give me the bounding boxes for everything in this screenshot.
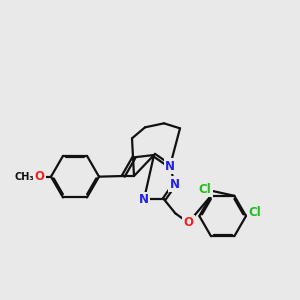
Text: N: N bbox=[170, 178, 180, 190]
Text: N: N bbox=[139, 193, 149, 206]
Text: O: O bbox=[183, 216, 193, 229]
Text: Cl: Cl bbox=[199, 183, 212, 196]
Text: CH₃: CH₃ bbox=[14, 172, 34, 182]
Text: Cl: Cl bbox=[249, 206, 261, 219]
Text: O: O bbox=[34, 170, 44, 183]
Text: N: N bbox=[165, 160, 175, 172]
